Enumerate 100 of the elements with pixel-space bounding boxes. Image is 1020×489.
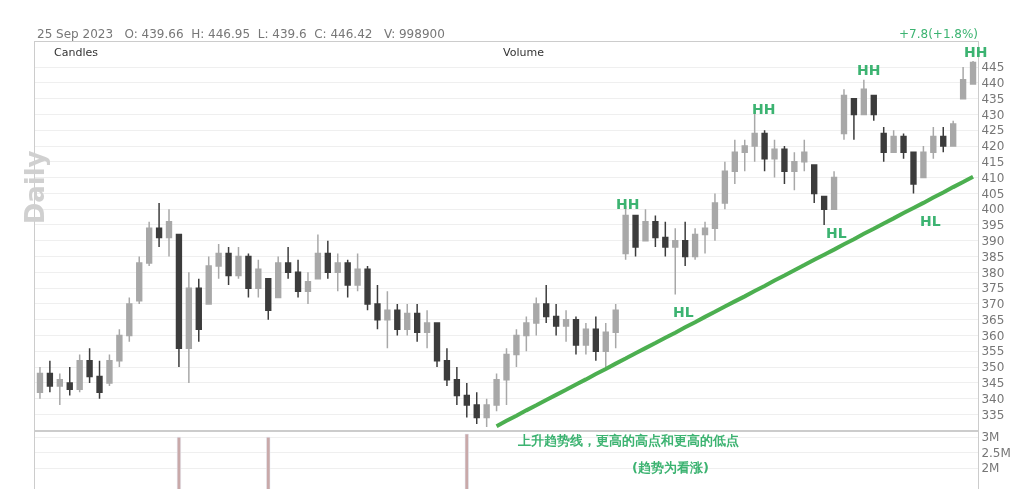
candlestick — [543, 284, 550, 324]
candlestick — [652, 214, 659, 248]
candlestick — [681, 221, 689, 267]
y-tick-label: 410 — [981, 170, 1005, 185]
y-tick-label: 445 — [981, 60, 1005, 75]
candlestick — [235, 246, 242, 280]
annotation: Volume — [503, 46, 545, 59]
candlestick — [86, 347, 93, 384]
candlestick — [106, 353, 113, 387]
candlestick — [145, 221, 153, 267]
candlestick — [741, 138, 748, 173]
y-tick-label: 3M — [981, 430, 1000, 445]
candlestick — [245, 252, 252, 299]
y-tick-label: 430 — [981, 107, 1005, 122]
candlestick — [910, 151, 917, 195]
annotation: HL — [673, 304, 694, 320]
candlestick — [503, 347, 510, 406]
candlestick — [860, 78, 868, 116]
y-tick-label: 335 — [981, 407, 1005, 422]
annotation: HH — [752, 101, 776, 117]
candlestick — [473, 391, 480, 425]
candlestick — [126, 296, 133, 343]
candlestick — [324, 240, 332, 280]
candlestick — [721, 161, 729, 210]
candlestick — [215, 243, 222, 280]
candlestick — [404, 303, 411, 337]
candlestick — [830, 170, 838, 210]
candlestick — [165, 208, 173, 258]
text: +7.8(+1.8%) — [899, 27, 979, 41]
y-tick-label: 415 — [981, 155, 1005, 170]
candlestick — [155, 202, 163, 248]
annotation: HL — [920, 213, 941, 229]
y-tick-label: 435 — [981, 91, 1005, 106]
candlestick — [791, 151, 798, 191]
candlestick — [66, 366, 73, 397]
candlestick — [672, 227, 679, 296]
candlestick — [96, 360, 103, 400]
annotation: HL — [826, 225, 847, 241]
candlestick — [354, 252, 361, 293]
candlestick — [443, 347, 451, 387]
candlestick — [602, 322, 609, 368]
candlestick — [364, 265, 371, 311]
candlestick — [185, 271, 193, 384]
candlestick — [642, 208, 649, 242]
y-tick-label: 365 — [981, 312, 1005, 327]
candlestick — [284, 246, 292, 280]
candlestick — [344, 258, 351, 299]
candlestick — [453, 366, 461, 406]
candlestick — [959, 66, 967, 100]
candlestick — [374, 284, 381, 330]
candlestick — [195, 277, 202, 343]
candlestick — [850, 97, 858, 141]
candlestick — [870, 94, 877, 122]
candlestick — [255, 258, 262, 299]
y-tick-label: 370 — [981, 297, 1005, 312]
annotation: HH — [857, 62, 881, 78]
y-tick-label: 405 — [981, 186, 1005, 201]
y-tick-label: 400 — [981, 202, 1005, 217]
candlestick — [761, 129, 768, 173]
candlestick — [662, 221, 669, 258]
text: 25 Sep 2023 O: 439.66 H: 446.95 L: 439.6 C: 446.42 V: 998900 — [37, 27, 445, 41]
candlestick — [840, 88, 848, 141]
candlestick — [76, 353, 83, 394]
candlestick — [880, 126, 887, 163]
y-tick-label: 2M — [981, 461, 1000, 476]
candlestick — [175, 233, 183, 368]
annotation: Candles — [54, 46, 99, 59]
annotation: 上升趋势线，更高的高点和更高的低点 — [517, 433, 739, 448]
y-tick-label: 385 — [981, 249, 1005, 264]
candlestick — [46, 360, 54, 394]
candlestick — [394, 303, 401, 337]
y-tick-label: 420 — [981, 139, 1005, 154]
candlestick — [483, 397, 490, 428]
candlestick — [304, 271, 312, 305]
candlestick — [294, 258, 302, 299]
y-tick-label: 355 — [981, 344, 1005, 359]
candlestick — [384, 290, 391, 349]
y-tick-label: 380 — [981, 265, 1005, 280]
candlestick — [781, 145, 788, 185]
candlestick — [731, 138, 738, 185]
candlestick — [572, 315, 580, 356]
candlestick — [612, 303, 619, 349]
y-tick-label: 345 — [981, 376, 1005, 391]
candlestick — [493, 372, 500, 413]
candlestick — [582, 322, 590, 356]
candlestick — [523, 315, 530, 353]
candlestick — [314, 233, 322, 280]
candlestick — [632, 214, 639, 258]
candlestick — [433, 322, 441, 368]
candlestick — [205, 255, 212, 305]
candlestick — [820, 195, 828, 226]
candlestick — [36, 366, 44, 400]
candlestick — [920, 145, 927, 179]
y-tick-label: 2.5M — [981, 445, 1011, 460]
y-tick-label: 360 — [981, 328, 1005, 343]
candlestick — [930, 126, 937, 160]
candlestick — [969, 60, 977, 85]
candlestick — [513, 328, 520, 368]
y-tick-label: 340 — [981, 391, 1005, 406]
candlestick — [950, 120, 957, 147]
